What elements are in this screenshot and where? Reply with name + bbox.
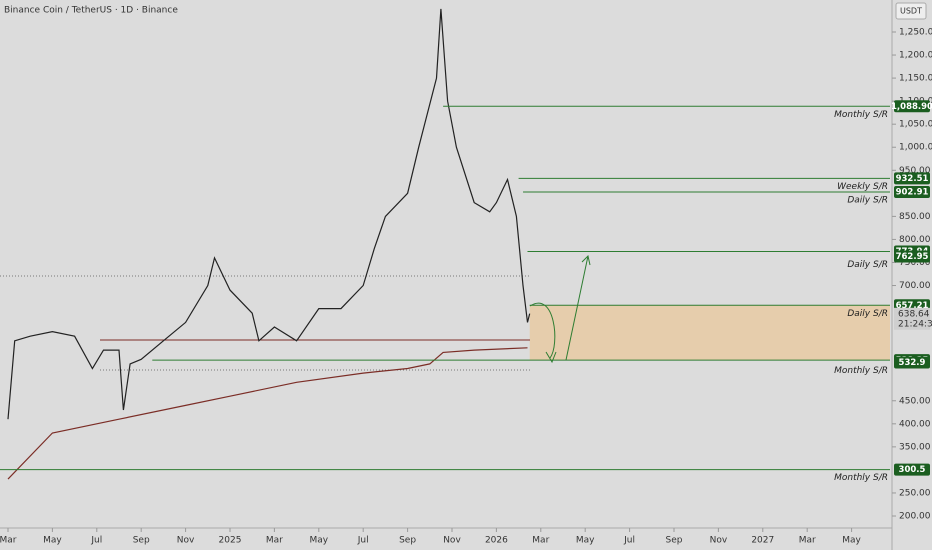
x-tick-label: Sep [666, 536, 683, 546]
y-tick-label: 750.00 [899, 258, 931, 268]
x-tick-label: Jul [357, 536, 369, 546]
y-tick-label: 450.00 [899, 396, 931, 406]
level-box [894, 100, 930, 113]
x-tick-label: Mar [0, 536, 17, 546]
level-box [894, 356, 930, 369]
y-tick-label: 850.00 [899, 212, 931, 222]
target-zone [529, 305, 890, 361]
level-box [894, 250, 930, 263]
level-tag: Daily S/R [847, 260, 888, 270]
y-tick-label: 800.00 [899, 235, 931, 245]
x-tick-label: Jul [623, 536, 635, 546]
level-box [894, 185, 930, 198]
level-tag: Daily S/R [847, 309, 888, 319]
level-label: 532.9 [899, 358, 926, 368]
x-tick-label: Mar [799, 536, 816, 546]
x-tick-label: Sep [399, 536, 416, 546]
x-tick-label: 2027 [751, 536, 774, 546]
y-tick-label: 200.00 [899, 512, 931, 522]
price-line [7, 8, 531, 420]
last-price-box [894, 307, 930, 330]
arrow-down [529, 302, 556, 359]
currency: USDT [900, 7, 922, 16]
currency-box [895, 2, 927, 20]
arrowhead [581, 255, 591, 266]
x-tick-label: Mar [532, 536, 549, 546]
x-tick-label: Jul [90, 536, 102, 546]
level-tag: Weekly S/R [837, 182, 888, 192]
y-tick-label: 1,200.00 [899, 51, 932, 61]
y-tick-label: 1,000.00 [899, 143, 932, 153]
level-tag: Monthly S/R [834, 366, 888, 376]
x-tick-label: May [309, 536, 328, 546]
arrowhead [545, 351, 557, 364]
y-tick-label: 400.00 [899, 419, 931, 429]
x-tick-label: 2026 [485, 536, 508, 546]
level-label: 657.21 [896, 301, 929, 311]
arrow-up [565, 255, 589, 361]
y-tick-label: 700.00 [899, 281, 931, 291]
y-tick-label: 350.00 [899, 442, 931, 452]
level-label: 1,088.90 [891, 102, 932, 112]
level-tag: Monthly S/R [834, 473, 888, 483]
x-tick-label: Nov [443, 536, 461, 546]
y-tick-label: 950.00 [899, 166, 931, 176]
chart-title: Binance Coin / TetherUS · 1D · Binance [4, 6, 178, 16]
x-tick-label: 2025 [219, 536, 242, 546]
countdown: 21:24:33 [898, 319, 932, 329]
x-tick-label: May [842, 536, 861, 546]
level-tag: Monthly S/R [834, 110, 888, 120]
x-tick-label: Sep [133, 536, 150, 546]
x-tick-label: May [43, 536, 62, 546]
x-tick-label: Nov [710, 536, 728, 546]
level-label: 300.5 [899, 465, 926, 475]
last-price: 638.64 [898, 309, 930, 319]
level-box [894, 463, 930, 476]
x-tick-label: Mar [266, 536, 283, 546]
level-tag: Daily S/R [847, 195, 888, 205]
y-tick-label: 1,250.00 [899, 27, 932, 37]
level-label: 932.51 [896, 174, 929, 184]
x-tick-label: May [576, 536, 595, 546]
price-line [7, 347, 528, 480]
y-tick-label: 1,150.00 [899, 74, 932, 84]
level-label: 902.91 [896, 187, 929, 197]
level-label: 762.95 [896, 252, 929, 262]
y-tick-label: 250.00 [899, 488, 931, 498]
level-box [894, 172, 930, 185]
x-tick-label: Nov [177, 536, 195, 546]
y-tick-label: 1,050.00 [899, 120, 932, 130]
